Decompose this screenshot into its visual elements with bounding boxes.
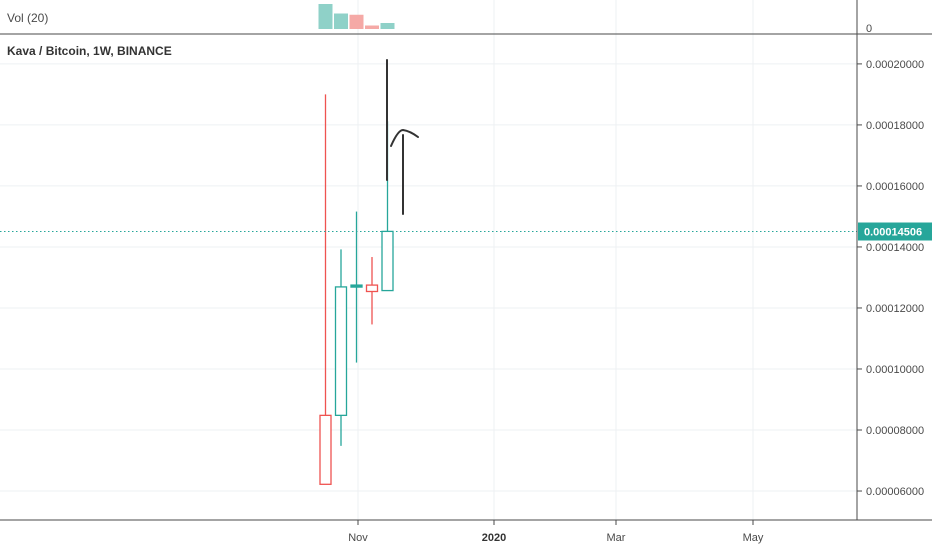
time-axis-tick-label: May: [743, 532, 764, 544]
volume-bar: [365, 25, 379, 29]
last-price-label: 0.00014506: [858, 222, 932, 241]
volume-bar: [349, 14, 364, 29]
chart-grid: [0, 0, 857, 520]
time-axis-tick-label: 2020: [482, 532, 506, 544]
price-axis-tick-label: 0.00008000: [866, 425, 924, 437]
candles: [319, 94, 394, 485]
time-axis-tick-label: Mar: [607, 532, 626, 544]
candle-body: [334, 286, 348, 417]
price-axis[interactable]: 0.00020000 0.00018000 0.00016000 0.00014000…: [857, 59, 924, 498]
candle[interactable]: [334, 249, 348, 446]
volume-indicator-label: Vol (20): [7, 11, 48, 25]
candle-body: [350, 284, 363, 288]
candle-body: [319, 414, 332, 485]
price-axis-tick-label: 0.00014000: [866, 242, 924, 254]
candle[interactable]: [350, 211, 363, 363]
price-axis-tick-label: 0.00010000: [866, 364, 924, 376]
candle[interactable]: [319, 94, 332, 485]
volume-bar: [334, 13, 348, 29]
candle-body: [381, 230, 394, 292]
candle[interactable]: [365, 257, 379, 325]
volume-pane: [318, 4, 395, 29]
volume-bar: [318, 4, 333, 29]
volume-axis-zero-label: 0: [866, 23, 872, 35]
last-price-badge: [858, 222, 932, 241]
price-axis-tick-label: 0.00016000: [866, 181, 924, 193]
volume-bar: [380, 23, 395, 29]
time-axis-tick-label: Nov: [348, 532, 368, 544]
price-axis-tick-label: 0.00018000: [866, 120, 924, 132]
drawing-arrow: [390, 128, 419, 215]
price-axis-tick-label: 0.00006000: [866, 486, 924, 498]
price-axis-tick-label: 0.00020000: [866, 59, 924, 71]
candle-body: [365, 284, 379, 293]
drawing-annotation[interactable]: [386, 59, 419, 215]
symbol-title: Kava / Bitcoin, 1W, BINANCE: [7, 44, 172, 58]
time-axis[interactable]: Nov 2020 Mar May: [348, 520, 764, 544]
last-price-value: 0.00014506: [864, 227, 922, 239]
price-axis-tick-label: 0.00012000: [866, 303, 924, 315]
